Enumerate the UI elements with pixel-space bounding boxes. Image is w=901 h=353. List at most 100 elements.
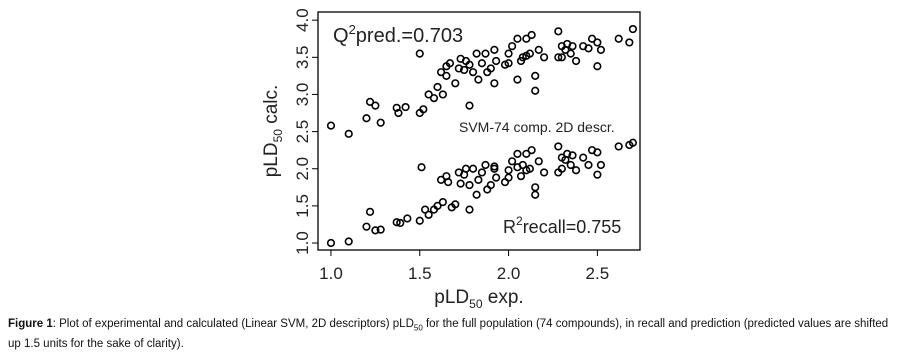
point [465,180,474,190]
point [579,153,588,162]
point [593,38,602,47]
point [513,75,522,84]
point [474,75,483,84]
point [516,172,526,181]
point [481,160,490,170]
r2-annotation: R2recall=0.755 [503,214,621,237]
point [557,53,566,62]
r2-text: R [503,217,516,237]
x-tick-label: 1.0 [319,264,343,283]
point [614,142,623,151]
point [362,114,371,123]
point [522,34,531,43]
point [593,148,602,157]
point [539,53,549,62]
point [508,157,517,166]
method-annotation: SVM-74 comp. 2D descr. [459,119,615,135]
point [424,90,433,99]
point [492,56,501,66]
point [492,173,501,182]
point [527,30,536,40]
point [531,86,540,95]
point [436,68,446,77]
point [445,59,455,68]
point [424,210,433,219]
point [628,24,637,34]
r2-sup: 2 [516,214,523,228]
q2-annotation: Q2pred.=0.703 [333,22,463,47]
point [451,200,460,209]
point [438,198,447,207]
plot-frame [317,11,641,251]
point [465,101,474,110]
point [460,65,469,75]
point [376,118,385,127]
point [474,175,483,184]
point [394,108,403,118]
point [568,42,577,51]
point [527,146,536,155]
point [593,170,602,179]
point [419,105,428,114]
point [508,42,517,51]
point [571,166,581,175]
x-tick-label: 2.0 [497,264,521,283]
point [568,151,577,160]
q2-sup: 2 [349,22,356,37]
y-tick-label: 1.0 [293,231,312,255]
point [554,27,563,36]
y-axis-title: pLD50 calc. [261,85,285,178]
point [365,207,375,216]
point [433,201,442,210]
point [477,59,487,68]
x-title-text: pLD [434,287,469,308]
point [376,225,385,234]
figure-caption: Figure 1: Plot of experimental and calcu… [8,316,893,352]
y-title-after: calc. [261,85,282,129]
point [456,179,465,188]
point [486,64,495,73]
point [625,38,634,47]
point [490,79,499,88]
point [557,164,566,173]
point [566,49,575,58]
point [365,97,375,106]
point [584,44,593,53]
point [371,101,380,110]
point [500,178,510,187]
point [614,34,623,43]
x-tick-label: 1.5 [408,264,432,283]
point [481,49,490,58]
point [513,149,522,158]
caption-text: for the full population (74 compounds), … [8,318,889,351]
point [571,56,581,66]
x-title-after: exp. [483,287,524,308]
point [593,62,602,71]
point [477,168,487,177]
point [513,163,522,172]
caption-text: : Plot of experimental and calculated (L… [52,318,414,330]
point [504,173,513,182]
point [326,238,336,248]
point [465,60,474,69]
point [433,82,442,92]
point [396,218,405,228]
point [483,185,492,194]
point [403,214,412,223]
point [344,237,353,246]
x-axis-title: pLD50 exp. [434,287,523,311]
point [392,218,401,227]
point [534,157,543,166]
y-tick-label: 4.0 [293,8,312,32]
point [451,79,460,88]
point [401,102,410,112]
point [531,190,540,199]
point [525,164,534,173]
point [504,59,513,68]
point [563,149,572,158]
point [531,183,540,192]
r2-after: recall=0.755 [523,217,622,237]
point [392,103,401,112]
y-tick-label: 3.0 [293,83,312,107]
